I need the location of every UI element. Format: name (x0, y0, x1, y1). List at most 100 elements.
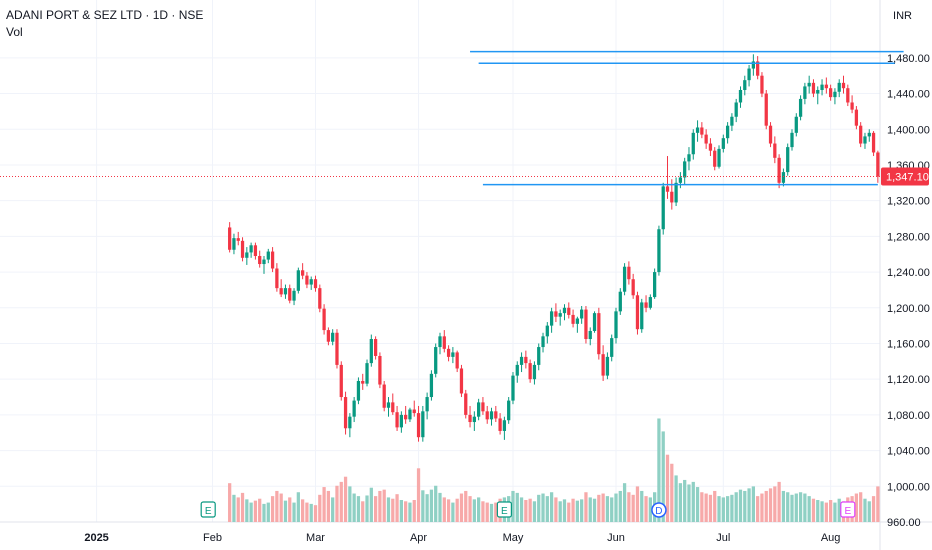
candle-body (794, 116, 798, 133)
volume-bar (584, 492, 588, 522)
candle-body (494, 411, 498, 419)
candle-body (348, 416, 352, 429)
volume-bar (288, 497, 292, 522)
volume-bar (485, 502, 489, 522)
candle-body (678, 177, 683, 183)
candle-body (455, 352, 459, 369)
candle-body (373, 339, 378, 356)
volume-bar (622, 483, 627, 522)
symbol-title: ADANI PORT & SEZ LTD · 1D · NSE (6, 8, 204, 22)
volume-bar (588, 497, 592, 522)
candle-body (622, 266, 627, 292)
volume-bar (245, 499, 249, 522)
volume-bar (434, 485, 438, 522)
candle-body (283, 288, 288, 295)
volume-bar (687, 484, 691, 522)
candle-body (382, 384, 386, 408)
candle-body (691, 132, 695, 155)
volume-bar (575, 500, 579, 522)
volume-bar (764, 490, 768, 522)
volume-bar (348, 486, 352, 522)
volume-bar (343, 476, 348, 522)
volume-bar (442, 497, 446, 522)
volume-bar (648, 497, 652, 522)
volume-bar (416, 468, 421, 522)
volume-bar (631, 494, 635, 522)
volume-bar (803, 493, 807, 522)
x-tick-label: Jun (607, 532, 625, 544)
candle-body (558, 313, 562, 317)
candle-body (275, 268, 279, 289)
volume-bar (481, 501, 485, 522)
volume-bar (549, 492, 554, 522)
y-tick-label: 1,040.00 (887, 446, 930, 458)
candle-body (781, 172, 786, 183)
volume-bar (421, 490, 425, 522)
candle-body (562, 307, 567, 314)
candle-body (786, 147, 790, 173)
candle-body (841, 82, 846, 89)
candle-body (339, 364, 343, 398)
candle-body (386, 402, 391, 408)
volume-bar (773, 486, 777, 522)
earnings-marker (496, 501, 512, 518)
price-marker-label: 1,347.10 (886, 171, 929, 183)
volume-bar (425, 494, 429, 522)
currency-label[interactable]: INR (893, 10, 912, 22)
volume-bar (601, 493, 605, 522)
candle-body (567, 307, 571, 315)
volume-bar (524, 500, 528, 522)
candle-body (228, 227, 232, 250)
volume-bar (438, 492, 442, 522)
y-tick-label: 960.00 (887, 517, 921, 529)
candle-body (502, 420, 507, 431)
volume-bar (558, 501, 562, 522)
volume-bar (326, 490, 331, 522)
candle-body (695, 127, 700, 133)
volume-bar (455, 498, 459, 522)
volume-bar (477, 497, 481, 522)
candle-body (850, 102, 854, 110)
volume-bar (391, 498, 395, 522)
volume-bar (863, 498, 867, 522)
volume-bar (717, 496, 721, 522)
volume-bar (331, 497, 335, 522)
volume-bar (404, 501, 408, 522)
candle-body (798, 98, 803, 117)
volume-indicator-label[interactable]: Vol (6, 25, 23, 39)
candle-body (635, 295, 640, 330)
candle-body (240, 240, 245, 258)
x-tick-label: Jul (716, 532, 730, 544)
candle-body (811, 82, 816, 94)
volume-bar (837, 498, 841, 522)
candle-body (751, 61, 755, 69)
candle-body (725, 125, 730, 139)
volume-bar (515, 492, 519, 522)
candle-body (614, 311, 618, 339)
candle-body (485, 411, 489, 420)
candle-body (807, 82, 811, 87)
candle-body (331, 332, 335, 342)
volume-bar (412, 500, 416, 522)
candle-body (292, 290, 296, 301)
candle-body (421, 411, 425, 438)
volume-bar (610, 497, 614, 522)
candle-body (369, 339, 373, 364)
candle-body (318, 288, 322, 309)
volume-bar (661, 431, 665, 522)
volume-bar (378, 490, 382, 522)
volume-bar (807, 496, 811, 522)
candle-body (296, 270, 300, 291)
volume-bar (670, 463, 674, 522)
candle-body (717, 148, 721, 167)
candle-body (399, 414, 403, 428)
candle-body (674, 182, 678, 203)
volume-bar (854, 493, 859, 522)
candle-body (249, 245, 253, 253)
volume-bar (369, 487, 373, 522)
y-tick-label: 1,480.00 (887, 53, 930, 65)
volume-bar (592, 498, 597, 522)
candle-body (253, 245, 258, 257)
volume-bar (713, 490, 717, 522)
